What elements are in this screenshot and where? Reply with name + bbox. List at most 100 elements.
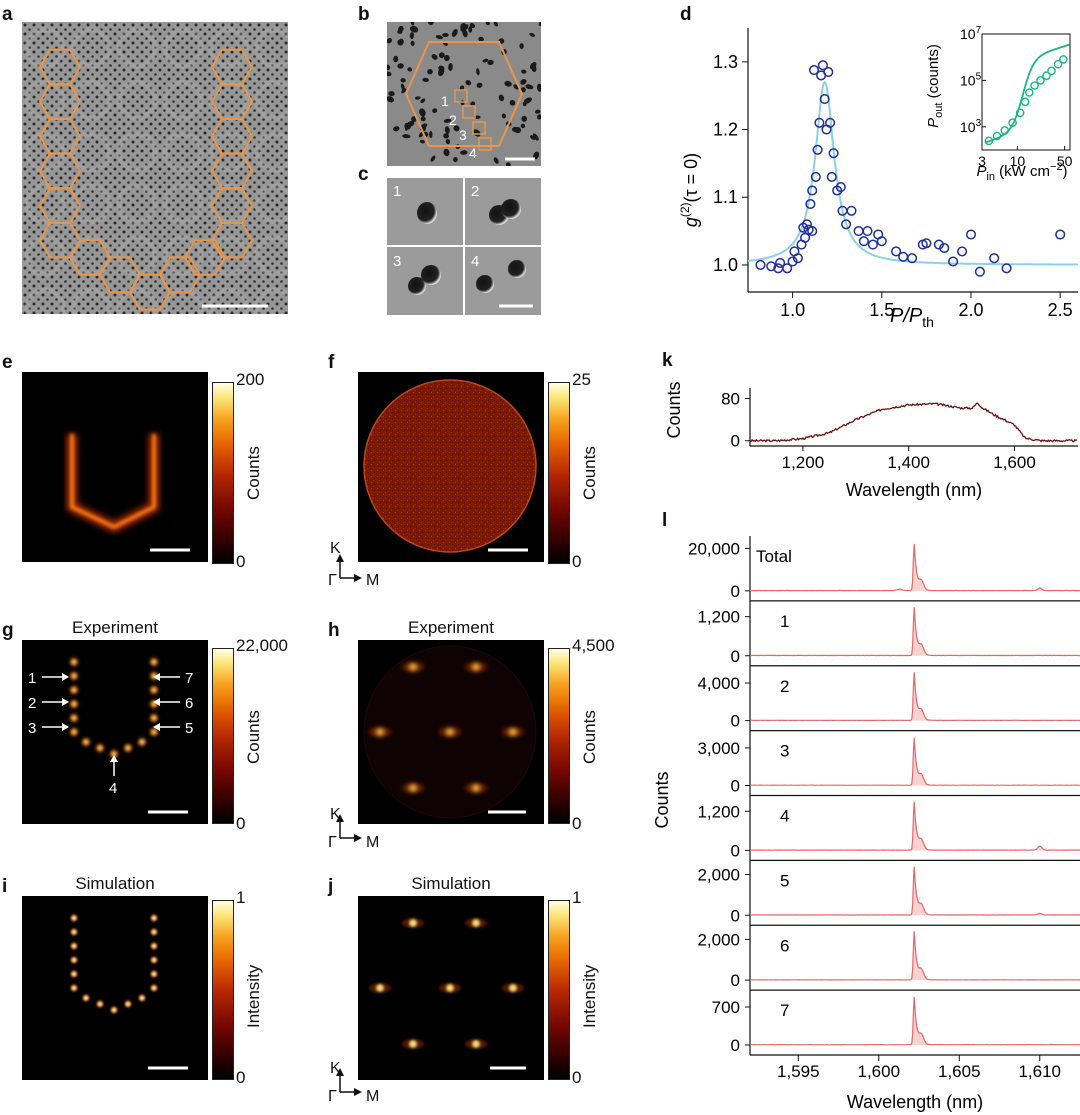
site-label-7: 7 xyxy=(185,670,193,687)
site-spot-0 xyxy=(71,659,77,665)
inset-point-4 xyxy=(1015,108,1025,118)
hole xyxy=(532,133,539,141)
hole xyxy=(387,96,395,103)
d-point-15 xyxy=(807,226,818,237)
title-h: Experiment xyxy=(408,618,494,637)
l-spectrum-line xyxy=(750,607,1080,657)
l-spectrum-fill xyxy=(750,931,1080,981)
panel-label-h: h xyxy=(328,620,340,641)
site-spot-3 xyxy=(71,957,77,963)
site-spot-12 xyxy=(83,995,89,1001)
hole xyxy=(404,122,411,130)
site-spot-10 xyxy=(151,715,157,721)
gamma-label-f: Γ xyxy=(328,572,337,589)
momentum-disk xyxy=(364,380,536,552)
l-spectrum-fill xyxy=(750,672,1080,721)
d-point-13 xyxy=(805,198,816,210)
hole xyxy=(538,22,541,27)
d-point-35 xyxy=(862,226,873,237)
hole xyxy=(397,63,404,69)
l-series-label: 3 xyxy=(780,742,789,761)
colorbar-i xyxy=(212,900,234,1080)
l-series-label: Total xyxy=(756,547,792,566)
l-ytick-zero: 0 xyxy=(731,582,740,601)
l-xtick-label: 1,610 xyxy=(1018,1062,1061,1081)
inset-point-8 xyxy=(1036,76,1045,85)
hole xyxy=(536,114,541,120)
inset-ytick-label: 103 xyxy=(960,118,982,135)
hole xyxy=(520,78,527,85)
inset-point-5 xyxy=(1020,97,1030,107)
site-spot-0 xyxy=(71,915,77,921)
d-point-41 xyxy=(907,253,918,264)
site-label-4: 4 xyxy=(109,780,117,797)
hole xyxy=(476,82,483,88)
l-ytick-label: 2,000 xyxy=(697,930,740,949)
hole xyxy=(469,22,476,29)
l-subplot-5: 0 2,000 5 xyxy=(697,860,1080,926)
hole xyxy=(535,109,541,114)
site-spot-3 xyxy=(71,701,77,707)
hole xyxy=(505,162,511,166)
l-spectrum-fill xyxy=(750,543,1080,591)
hole xyxy=(429,130,433,139)
site-spot-4 xyxy=(71,971,77,977)
hole xyxy=(419,108,426,117)
hole xyxy=(468,26,473,33)
hole xyxy=(498,94,505,102)
hole xyxy=(529,62,537,70)
d-point-24 xyxy=(823,66,834,78)
d-point-52 xyxy=(1055,229,1066,240)
l-series-label: 5 xyxy=(780,871,789,890)
l-subplot-7: 0 700 7 xyxy=(712,990,1080,1056)
d-point-5 xyxy=(787,256,798,267)
d-point-34 xyxy=(858,236,869,247)
c-label-3: 3 xyxy=(393,253,401,270)
d-point-38 xyxy=(876,236,887,247)
k-spot-5 xyxy=(409,1040,417,1048)
l-xtick-label: 1,605 xyxy=(938,1062,981,1081)
d-point-14 xyxy=(807,185,818,196)
l-series-label: 1 xyxy=(780,612,789,631)
site-spot-4 xyxy=(71,715,77,721)
k-spot-6 xyxy=(472,1040,480,1048)
d-point-17 xyxy=(810,171,821,182)
inset-point-9 xyxy=(1042,71,1051,80)
d-point-36 xyxy=(867,239,878,250)
hole xyxy=(525,84,534,90)
hole xyxy=(387,38,392,44)
inset-fit-line xyxy=(984,43,1070,144)
site-label-2: 2 xyxy=(28,695,36,712)
k-spot-5 xyxy=(409,784,417,792)
l-ytick-label: 3,000 xyxy=(697,739,740,758)
d-point-45 xyxy=(939,242,950,254)
k-axes-j xyxy=(336,1068,362,1096)
hole xyxy=(393,55,399,63)
hole xyxy=(493,22,498,27)
d-point-19 xyxy=(814,117,825,128)
site-spot-11 xyxy=(151,729,157,735)
colorbar-j-min: 0 xyxy=(572,1068,582,1087)
k-axes-h xyxy=(336,814,362,842)
hole xyxy=(409,25,419,33)
d-point-11 xyxy=(801,219,812,230)
momentum-image-h xyxy=(358,640,544,824)
emission-image-e xyxy=(22,372,208,562)
d-point-48 xyxy=(965,229,977,240)
inset-point-2 xyxy=(1000,126,1010,135)
momentum-image-f xyxy=(358,372,544,562)
d-point-29 xyxy=(835,182,846,193)
gamma-label-j: Γ xyxy=(328,1088,337,1105)
hole xyxy=(432,108,438,113)
inset-point-10 xyxy=(1047,66,1056,76)
site-spot-8 xyxy=(151,943,157,949)
d-xlabel: P/Pth xyxy=(890,305,934,330)
d-point-33 xyxy=(853,226,864,237)
panel-label-c: c xyxy=(358,164,369,185)
panel-label-a: a xyxy=(2,4,13,25)
site-spot-8 xyxy=(151,687,157,693)
l-ytick-label: 20,000 xyxy=(688,539,740,558)
inset-point-6 xyxy=(1024,88,1034,97)
hole xyxy=(410,40,415,46)
site-spot-1 xyxy=(71,673,77,679)
